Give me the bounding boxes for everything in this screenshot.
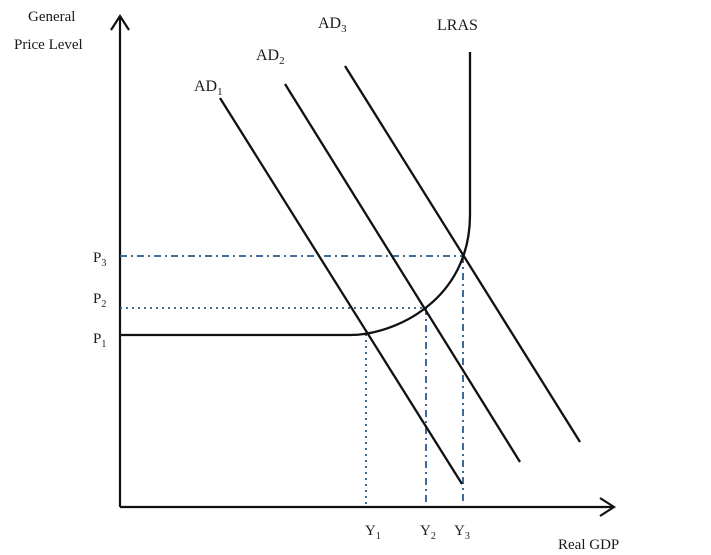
x-axis-label: Real GDP [558,537,619,553]
price-label-p3: P3 [93,250,106,269]
output-label-y3: Y3 [454,523,470,542]
ad2-curve [284,83,521,463]
ad1-curve [219,97,463,485]
price-label-p1: P1 [93,331,106,350]
ad1-label: AD1 [194,78,223,98]
lras-curve [120,52,472,337]
axes [110,13,617,517]
x-axis-arrowhead [599,497,617,517]
y-axis-arrowhead [110,13,130,31]
ad3-label: AD3 [318,15,347,35]
output-label-y1: Y1 [365,523,381,542]
y-axis-label-line1: General [28,9,75,25]
ad3-curve [344,65,581,443]
y-axis-label-line2: Price Level [14,37,83,53]
price-label-p2: P2 [93,291,106,310]
lras-label: LRAS [437,17,478,34]
guide-lines [120,255,464,505]
output-label-y2: Y2 [420,523,436,542]
ad2-label: AD2 [256,47,285,67]
